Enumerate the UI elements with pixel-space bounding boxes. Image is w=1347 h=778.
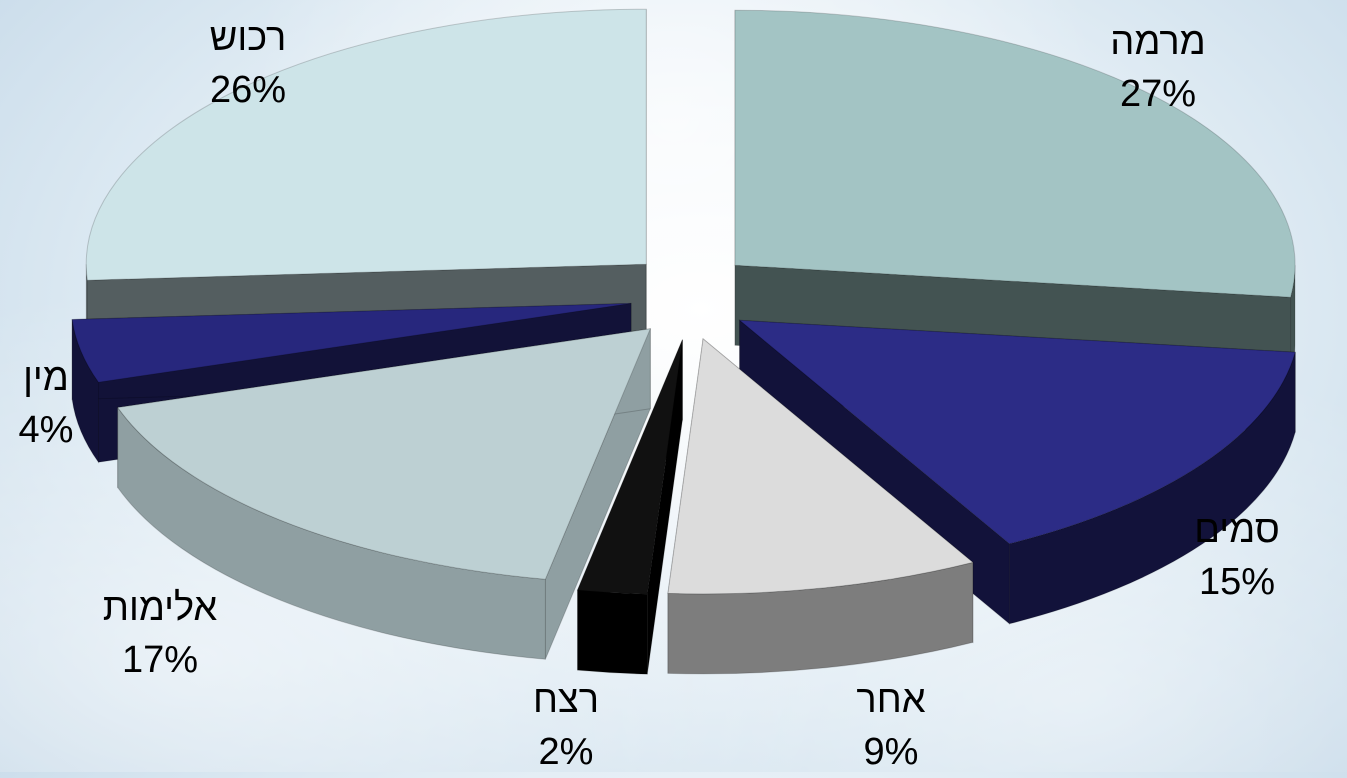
slice-percent: 26% xyxy=(209,69,287,111)
pie-tops xyxy=(71,8,1296,595)
slice-top-1 xyxy=(738,319,1296,545)
slice-top-3 xyxy=(576,339,683,595)
slice-percent: 17% xyxy=(121,639,199,681)
slice-percent: 27% xyxy=(1119,73,1197,115)
slice-top-2 xyxy=(667,337,974,595)
slice-label-2: אחר 9% xyxy=(781,674,1001,778)
slice-name: רצח xyxy=(532,679,600,721)
slice-rim xyxy=(577,589,648,675)
slice-percent: 4% xyxy=(18,409,74,451)
slice-percent: 2% xyxy=(538,731,594,773)
slice-label-6: רכוש 26% xyxy=(138,12,358,116)
slice-label-1: סמים 15% xyxy=(1127,504,1347,608)
slice-label-0: מרמה 27% xyxy=(1048,16,1268,120)
slice-percent: 15% xyxy=(1198,561,1276,603)
slice-percent: 9% xyxy=(863,731,919,773)
slice-label-3: רצח 2% xyxy=(456,674,676,778)
slice-name: רכוש xyxy=(209,17,287,59)
slice-top-4 xyxy=(116,328,652,580)
slice-name: אלימות xyxy=(102,587,218,629)
slice-name: מין xyxy=(23,357,69,399)
slice-name: מרמה xyxy=(1110,21,1206,63)
slice-name: סמים xyxy=(1194,509,1280,551)
slice-label-5: מין 4% xyxy=(0,352,156,456)
slice-top-5 xyxy=(71,302,632,383)
slice-top-6 xyxy=(85,8,647,281)
slice-label-4: אלימות 17% xyxy=(50,582,270,686)
slice-top-0 xyxy=(734,9,1296,298)
slice-name: אחר xyxy=(856,679,926,721)
slice-rim xyxy=(1008,352,1296,625)
